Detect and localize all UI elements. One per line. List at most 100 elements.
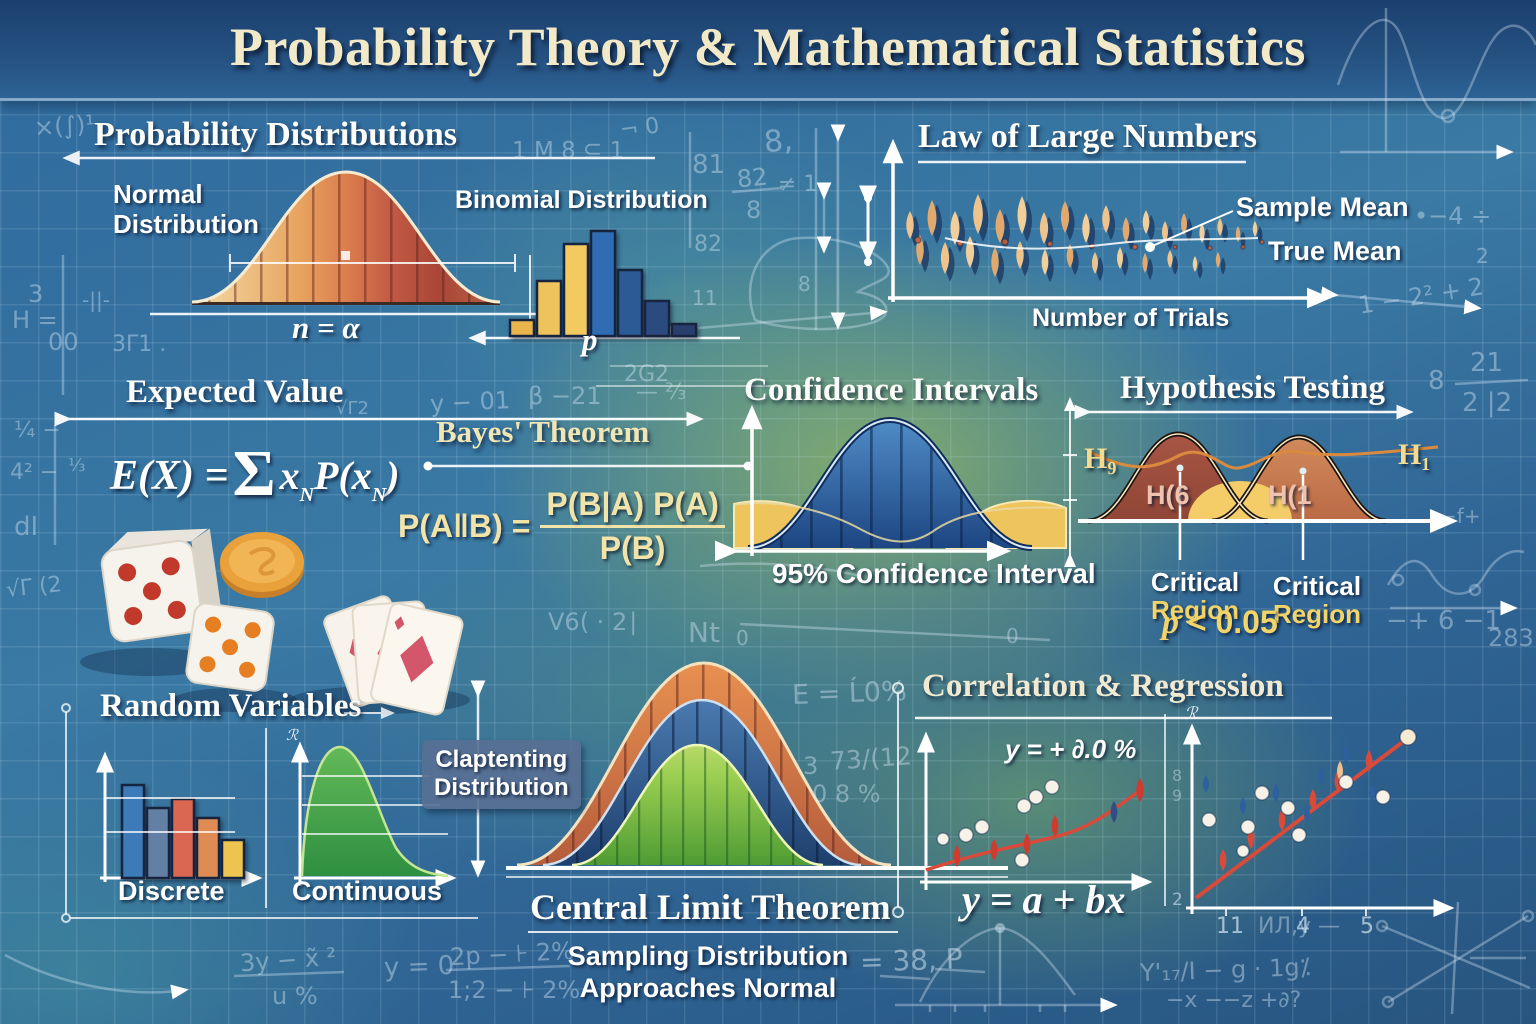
chalk-text: 73∕(12 [829,741,913,776]
chalk-text: 21 [1470,348,1504,378]
chalk-text: 2G2 [624,362,670,387]
chalk-text: 283 [1488,624,1534,652]
correlation-annotation: y = + ∂.0 % [1005,734,1137,764]
left-scatter-diamonds [953,778,1144,867]
right-scatter-dots [1201,728,1417,858]
chalk-text: 3 [28,280,44,308]
ev-p: P(x [314,453,372,498]
chalk-text: −x −−z +∂? [1166,988,1302,1013]
hypothesis-testing-panel [1074,404,1458,560]
chalk-text: 8 [798,272,811,296]
ev-sub1: N [299,484,315,506]
sample-mean-pointer [1149,210,1234,248]
playing-cards-icon [290,595,470,716]
chalk-text: Nt [688,616,720,649]
chalk-text: •−4 ÷ [1414,202,1492,230]
chalk-text: -||- [82,288,110,312]
expected-value-panel [54,411,704,716]
chalk-text: 8 [1428,366,1445,396]
chalk-text: β −21 [528,382,602,410]
normal-caption: n = α [292,310,360,345]
chalk-text: 0 [736,626,749,650]
bayes-formula: P(A‖B) = P(B|A) P(A) P(B) [398,486,725,567]
chalk-text: −+ 6 −1 [1386,606,1501,636]
sigma-symbol: Σ [232,437,276,510]
binomial-bars-chart [508,229,698,338]
p-value-label: p < 0.05 [1162,604,1278,642]
chalk-text: −f+ [1440,504,1481,528]
p-rest: < 0.05 [1187,604,1278,640]
ev-close: ) [386,453,400,498]
chalk-text: 81 [692,150,726,180]
expected-value-formula: E(X) = Σ xNP(xN) [110,430,400,510]
central-limit-panel [506,661,1008,933]
chalk-text: 3 [803,752,819,780]
chalk-text: 0 [1006,624,1019,648]
continuous-axis-mark: ℛ [286,727,298,744]
confidence-interval-caption: 95% Confidence Interval [772,558,1096,589]
chalk-text: 82 [694,232,722,257]
bayes-lhs: P(A‖B) = [398,508,531,544]
chalk-text: 2 [1476,244,1489,268]
probability-distributions-panel [62,150,740,346]
chalk-text: 4² − [10,460,59,485]
rust-dots [914,236,1265,251]
chalk-text: ИЛ,y — [1258,914,1341,939]
true-mean-label: True Mean [1268,236,1402,266]
continuous-label: Continuous [292,876,442,906]
chalk-text: 0 8 % [812,780,881,808]
chalk-text: ⅓ [68,455,86,476]
critical-region-right: Critical Region [1272,571,1362,630]
chalk-text: √Γ (2 [4,572,64,603]
number-of-trials-label: Number of Trials [1032,304,1230,332]
confidence-intervals-panel [714,397,1077,567]
bayes-denominator: P(B) [599,530,666,566]
clt-bells [516,661,892,867]
title-band [0,0,1536,101]
heading-central-limit-theorem: Central Limit Theorem [530,887,891,927]
clt-subcaption: Sampling Distribution Approaches Normal [567,941,849,1004]
heading-confidence-intervals: Confidence Intervals [744,372,1039,408]
chalk-text: ¼ − [14,418,61,443]
h1-curve [1089,445,1439,470]
chalk-text: dI [14,512,39,542]
continuous-curve [300,745,449,878]
sample-mean-label: Sample Mean [1236,192,1409,222]
chalk-sketches [4,8,1536,1015]
heading-hypothesis-testing: Hypothesis Testing [1120,370,1385,406]
heading-expected-value: Expected Value [126,374,344,410]
law-of-large-numbers-panel [859,138,1332,309]
chalk-text: Y'₁₇∕I − g ⋅ 1g⁒ [1139,953,1311,987]
binomial-caption: p [582,322,598,357]
chalk-text: 2 |2 [1462,388,1513,418]
ev-x: x [279,453,300,498]
h0-outer-label: H₉ [1084,442,1117,475]
variance-bracket-icon [859,185,877,266]
chalk-text: V6( ⋅ 2∣ [548,608,640,636]
chalk-text: ¬ 0 [618,113,661,144]
chalk-text: 8 [746,196,762,224]
chalk-text: 00 [48,328,79,356]
chalk-text: 3Γ1 . [112,332,167,357]
dice-icon [80,528,297,712]
heading-random-variables: Random Variables [100,688,362,724]
coin-icon [220,532,304,598]
chalk-text: 1 M 8 ⊆ 1 [512,138,625,164]
h0-inner-label: H(6 [1146,480,1190,510]
bayes-numerator: P(B|A) P(A) [540,486,725,528]
ev-lhs: E(X) = [110,453,229,499]
distribution-note-box: Claptenting Distribution [422,740,581,809]
left-scatter-dots [936,779,1060,868]
heading-probability-distributions: Probability Distributions [94,116,458,153]
chalk-text: 82 [735,162,769,194]
chalk-text: 11 [692,286,718,310]
heading-correlation-regression: Correlation & Regression [922,668,1284,704]
poster-title: Probability Theory & Mathematical Statis… [230,17,1306,77]
chalk-text: — ⅔ [636,380,687,405]
ci-bell [747,416,1033,551]
true-mean-line [944,237,1259,250]
correlation-axis-mark: ℛ [1184,704,1198,723]
normal-distribution-label: Normal Distribution [113,179,259,239]
